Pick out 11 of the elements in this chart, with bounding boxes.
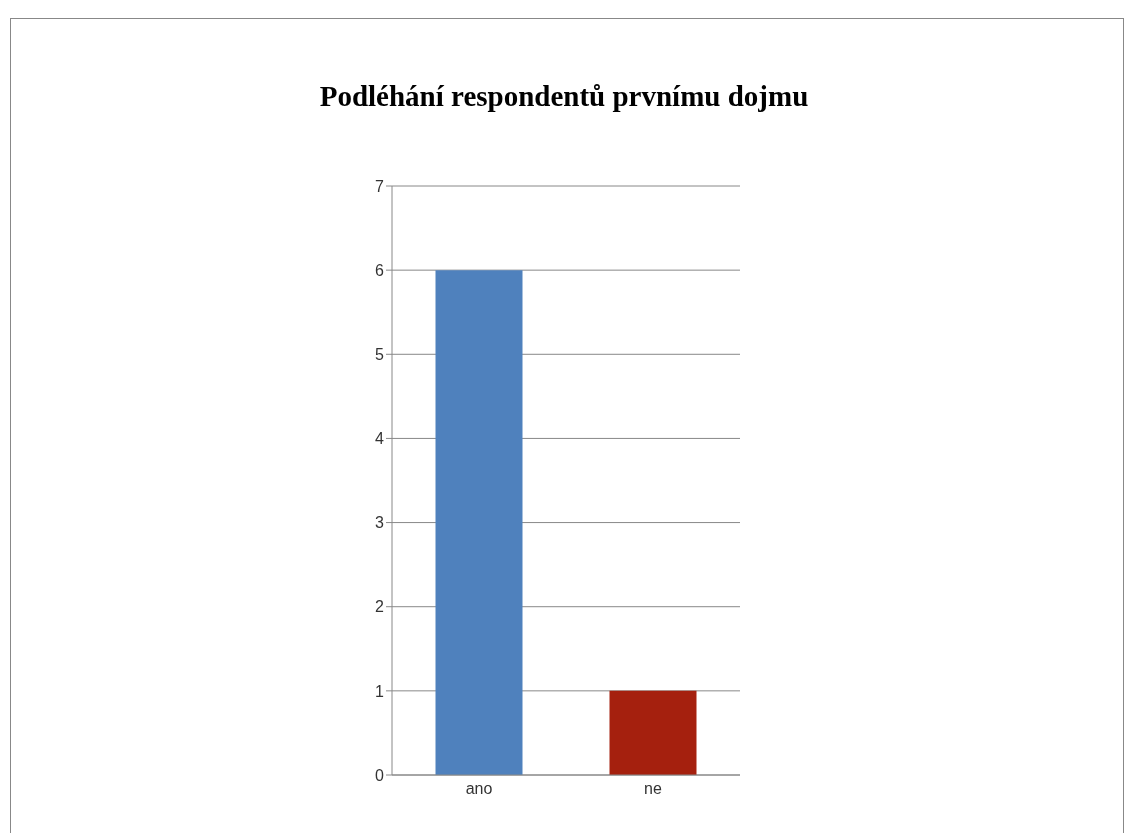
chart-title: Podléhání respondentů prvnímu dojmu	[318, 80, 810, 113]
y-tick-label: 3	[375, 514, 385, 532]
y-tick-label: 2	[375, 598, 385, 616]
y-tick-label: 1	[375, 682, 385, 700]
x-tick-label: ano	[465, 780, 493, 798]
y-tick-label: 4	[375, 430, 385, 448]
y-tick-label: 5	[375, 345, 385, 363]
x-tick-label: ne	[644, 780, 662, 798]
y-tick-label: 7	[375, 177, 385, 195]
y-tick-label: 0	[375, 766, 385, 784]
y-tick-label: 6	[375, 261, 385, 279]
